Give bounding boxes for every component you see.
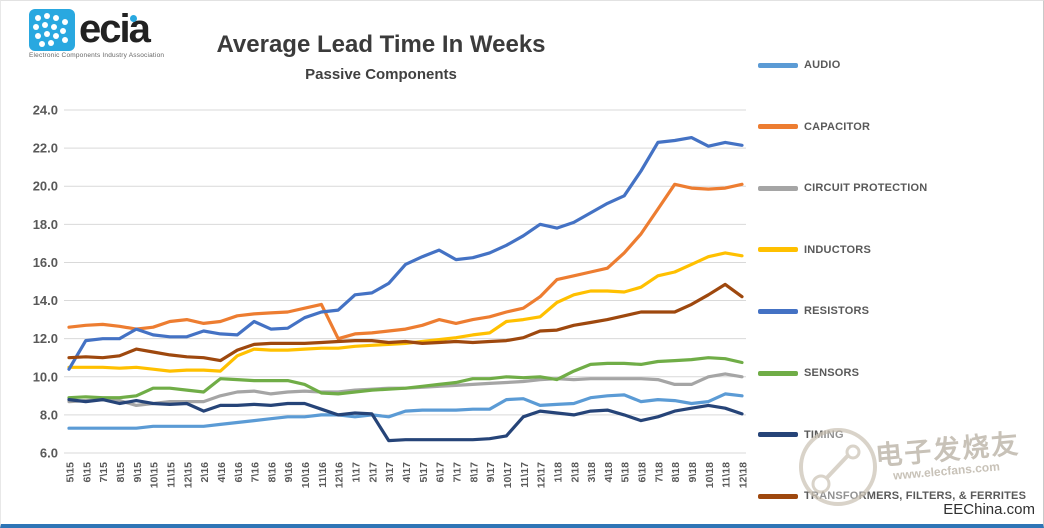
x-axis-label: 7\15 xyxy=(98,462,110,483)
y-axis-label: 16.0 xyxy=(33,255,58,270)
legend-item-timing: TIMING xyxy=(758,425,844,445)
ecia-logo-i-dot xyxy=(130,15,137,22)
x-axis-label: 2\16 xyxy=(199,462,211,483)
x-axis-label: 9\17 xyxy=(485,462,497,483)
series-line-sensors xyxy=(67,356,744,400)
legend-swatch-capacitor xyxy=(758,124,798,130)
x-axis-label: 1\17 xyxy=(351,462,363,483)
x-axis-label: 7\17 xyxy=(451,462,463,483)
y-axis-label: 20.0 xyxy=(33,179,58,194)
x-axis-label: 6\15 xyxy=(81,462,93,483)
legend-label: INDUCTORS xyxy=(804,243,871,256)
x-axis-label: 6\17 xyxy=(435,462,447,483)
x-axis-label: 12\15 xyxy=(182,462,194,488)
x-axis-label: 11\16 xyxy=(317,462,329,488)
y-axis-label: 12.0 xyxy=(33,331,58,346)
series-line-timing xyxy=(67,398,744,443)
legend-item-inductors: INDUCTORS xyxy=(758,240,871,260)
x-axis-label: 9\18 xyxy=(687,462,699,483)
x-axis-label: 8\15 xyxy=(115,462,127,483)
series-line-transformers-filters-ferrites xyxy=(67,282,744,363)
y-axis-label: 8.0 xyxy=(40,407,58,422)
legend-label: CAPACITOR xyxy=(804,120,871,133)
x-axis-label: 10\17 xyxy=(502,462,514,488)
chart-legend: AUDIO CAPACITOR CIRCUIT PROTECTION INDUCTOR… xyxy=(758,1,1043,524)
x-axis-label: 11\17 xyxy=(519,462,531,488)
legend-item-transformers-filters-ferrites: TRANSFORMERS, FILTERS, & FERRITES xyxy=(758,486,1026,506)
ecia-logo-tagline: Electronic Components Industry Associati… xyxy=(29,52,165,59)
x-axis-label: 12\17 xyxy=(536,462,548,488)
legend-item-audio: AUDIO xyxy=(758,55,840,75)
x-axis-label: 11\18 xyxy=(721,462,733,488)
x-axis-label: 7\16 xyxy=(250,462,262,483)
series-line-resistors xyxy=(67,136,744,371)
x-axis-label: 10\16 xyxy=(300,462,312,488)
x-axis-label: 11\15 xyxy=(165,462,177,488)
x-axis-label: 9\15 xyxy=(132,462,144,483)
legend-swatch-inductors xyxy=(758,247,798,253)
x-axis-label: 4\17 xyxy=(401,462,413,483)
x-axis-label: 8\16 xyxy=(266,462,278,483)
x-axis-label: 2\17 xyxy=(367,462,379,483)
legend-swatch-timing xyxy=(758,432,798,438)
y-axis-label: 22.0 xyxy=(33,141,58,156)
legend-label: TRANSFORMERS, FILTERS, & FERRITES xyxy=(804,490,1027,503)
y-axis-label: 10.0 xyxy=(33,369,58,384)
legend-label: CIRCUIT PROTECTION xyxy=(804,182,928,195)
y-axis-label: 24.0 xyxy=(33,103,58,118)
x-axis-label: 6\16 xyxy=(233,462,245,483)
legend-item-capacitor: CAPACITOR xyxy=(758,117,870,137)
series-line-capacitor xyxy=(67,182,744,341)
x-axis-label: 4\16 xyxy=(216,462,228,483)
chart-subtitle: Passive Components xyxy=(305,66,457,83)
legend-item-circuit-protection: CIRCUIT PROTECTION xyxy=(758,178,927,198)
legend-label: RESISTORS xyxy=(804,305,870,318)
x-axis-label: 12\16 xyxy=(334,462,346,488)
y-axis-label: 18.0 xyxy=(33,217,58,232)
x-axis-label: 8\17 xyxy=(468,462,480,483)
x-axis-label: 9\16 xyxy=(283,462,295,483)
ecia-logo-text: ecia xyxy=(79,7,151,51)
legend-swatch-sensors xyxy=(758,370,798,376)
legend-item-sensors: SENSORS xyxy=(758,363,859,383)
x-axis-label: 3\17 xyxy=(384,462,396,483)
legend-label: TIMING xyxy=(804,428,844,441)
legend-label: AUDIO xyxy=(804,59,841,71)
ecia-logo: ecia Electronic Components Industry Asso… xyxy=(29,9,199,59)
legend-item-resistors: RESISTORS xyxy=(758,301,869,321)
x-axis-label: 1\18 xyxy=(552,462,564,483)
x-axis-label: 2\18 xyxy=(569,462,581,483)
legend-swatch-circuit-protection xyxy=(758,185,798,191)
x-axis-label: 5\18 xyxy=(620,462,632,483)
x-axis-label: 5\17 xyxy=(418,462,430,483)
x-axis-label: 7\18 xyxy=(653,462,665,483)
chart-title: Average Lead Time In Weeks xyxy=(216,31,546,58)
x-axis-label: 6\18 xyxy=(637,462,649,483)
legend-swatch-audio xyxy=(758,62,798,68)
x-axis-label: 12\18 xyxy=(738,462,750,488)
x-axis-label: 10\18 xyxy=(704,462,716,488)
x-axis-label: 5\15 xyxy=(65,462,77,483)
x-axis-label: 3\18 xyxy=(586,462,598,483)
x-axis-label: 4\18 xyxy=(603,462,615,483)
x-axis-label: 10\15 xyxy=(149,462,161,488)
y-axis-label: 14.0 xyxy=(33,293,58,308)
y-axis-label: 6.0 xyxy=(40,446,58,461)
legend-label: SENSORS xyxy=(804,367,860,379)
series-line-audio xyxy=(67,392,744,430)
series-line-inductors xyxy=(67,251,744,373)
x-axis-label: 8\18 xyxy=(670,462,682,483)
legend-swatch-transformers-filters-ferrites xyxy=(758,493,798,499)
legend-swatch-resistors xyxy=(758,308,798,314)
ecia-logo-icon xyxy=(29,9,75,51)
